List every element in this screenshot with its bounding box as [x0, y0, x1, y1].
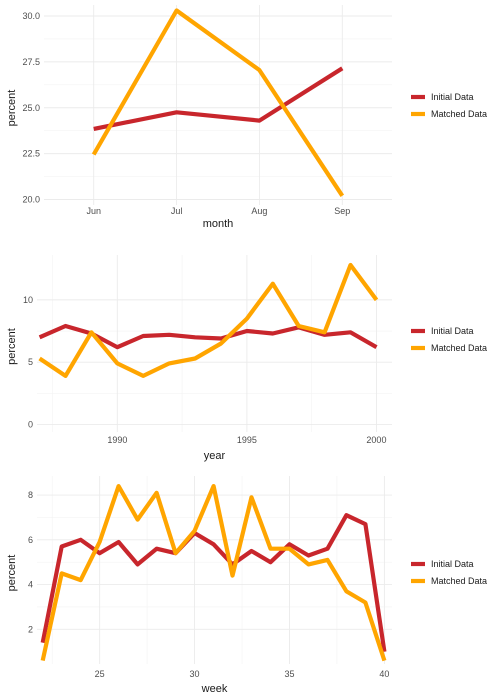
chart-panel-1: 20.0 22.5 25.0 27.5 30.0 Jun Jul Aug Sep month per… — [6, 5, 487, 230]
y-tick-label: 10 — [23, 295, 33, 305]
chart-panel-3: 2 4 6 8 25 30 35 40 week percent Initial Data Match… — [6, 476, 487, 695]
y-axis-title: percent — [6, 328, 18, 365]
x-tick-label: Jun — [86, 206, 101, 216]
series-line-initial-data — [40, 513, 387, 653]
legend-label: Matched Data — [431, 109, 487, 119]
series-line-matched-data — [91, 8, 345, 197]
y-tick-label: 20.0 — [22, 194, 40, 204]
legend-label: Initial Data — [431, 326, 474, 336]
legend: Initial Data Matched Data — [411, 326, 487, 353]
x-tick-label: Sep — [334, 206, 350, 216]
legend: Initial Data Matched Data — [411, 559, 487, 586]
y-tick-label: 5 — [28, 357, 33, 367]
x-axis-title: year — [204, 450, 226, 462]
x-axis-title: week — [201, 683, 228, 695]
y-tick-label: 4 — [28, 580, 33, 590]
x-tick-label: 30 — [190, 669, 200, 679]
legend-label: Initial Data — [431, 92, 474, 102]
y-axis-title: percent — [6, 555, 18, 592]
legend-label: Initial Data — [431, 559, 474, 569]
legend-label: Matched Data — [431, 343, 487, 353]
chart-panel-2: 0 5 10 1990 1995 2000 year percent Initial Data M… — [6, 255, 487, 462]
y-tick-label: 30.0 — [22, 11, 40, 21]
series-line-matched-data — [40, 484, 387, 662]
x-tick-label: 2000 — [366, 435, 386, 445]
y-tick-label: 25.0 — [22, 103, 40, 113]
x-tick-label: Jul — [171, 206, 183, 216]
y-axis-title: percent — [6, 90, 18, 127]
x-tick-label: 40 — [379, 669, 389, 679]
series-line-initial-data — [93, 66, 344, 131]
y-tick-label: 8 — [28, 490, 33, 500]
x-tick-label: Aug — [251, 206, 267, 216]
legend: Initial Data Matched Data — [411, 92, 487, 119]
y-tick-label: 6 — [28, 535, 33, 545]
y-tick-label: 2 — [28, 624, 33, 634]
y-tick-label: 22.5 — [22, 149, 40, 159]
x-tick-label: 1995 — [237, 435, 257, 445]
x-axis-title: month — [203, 218, 234, 230]
x-tick-label: 25 — [95, 669, 105, 679]
y-tick-label: 27.5 — [22, 57, 40, 67]
y-tick-label: 0 — [28, 420, 33, 430]
x-tick-label: 1990 — [107, 435, 127, 445]
legend-label: Matched Data — [431, 576, 487, 586]
series-line-matched-data — [38, 262, 379, 378]
x-tick-label: 35 — [284, 669, 294, 679]
